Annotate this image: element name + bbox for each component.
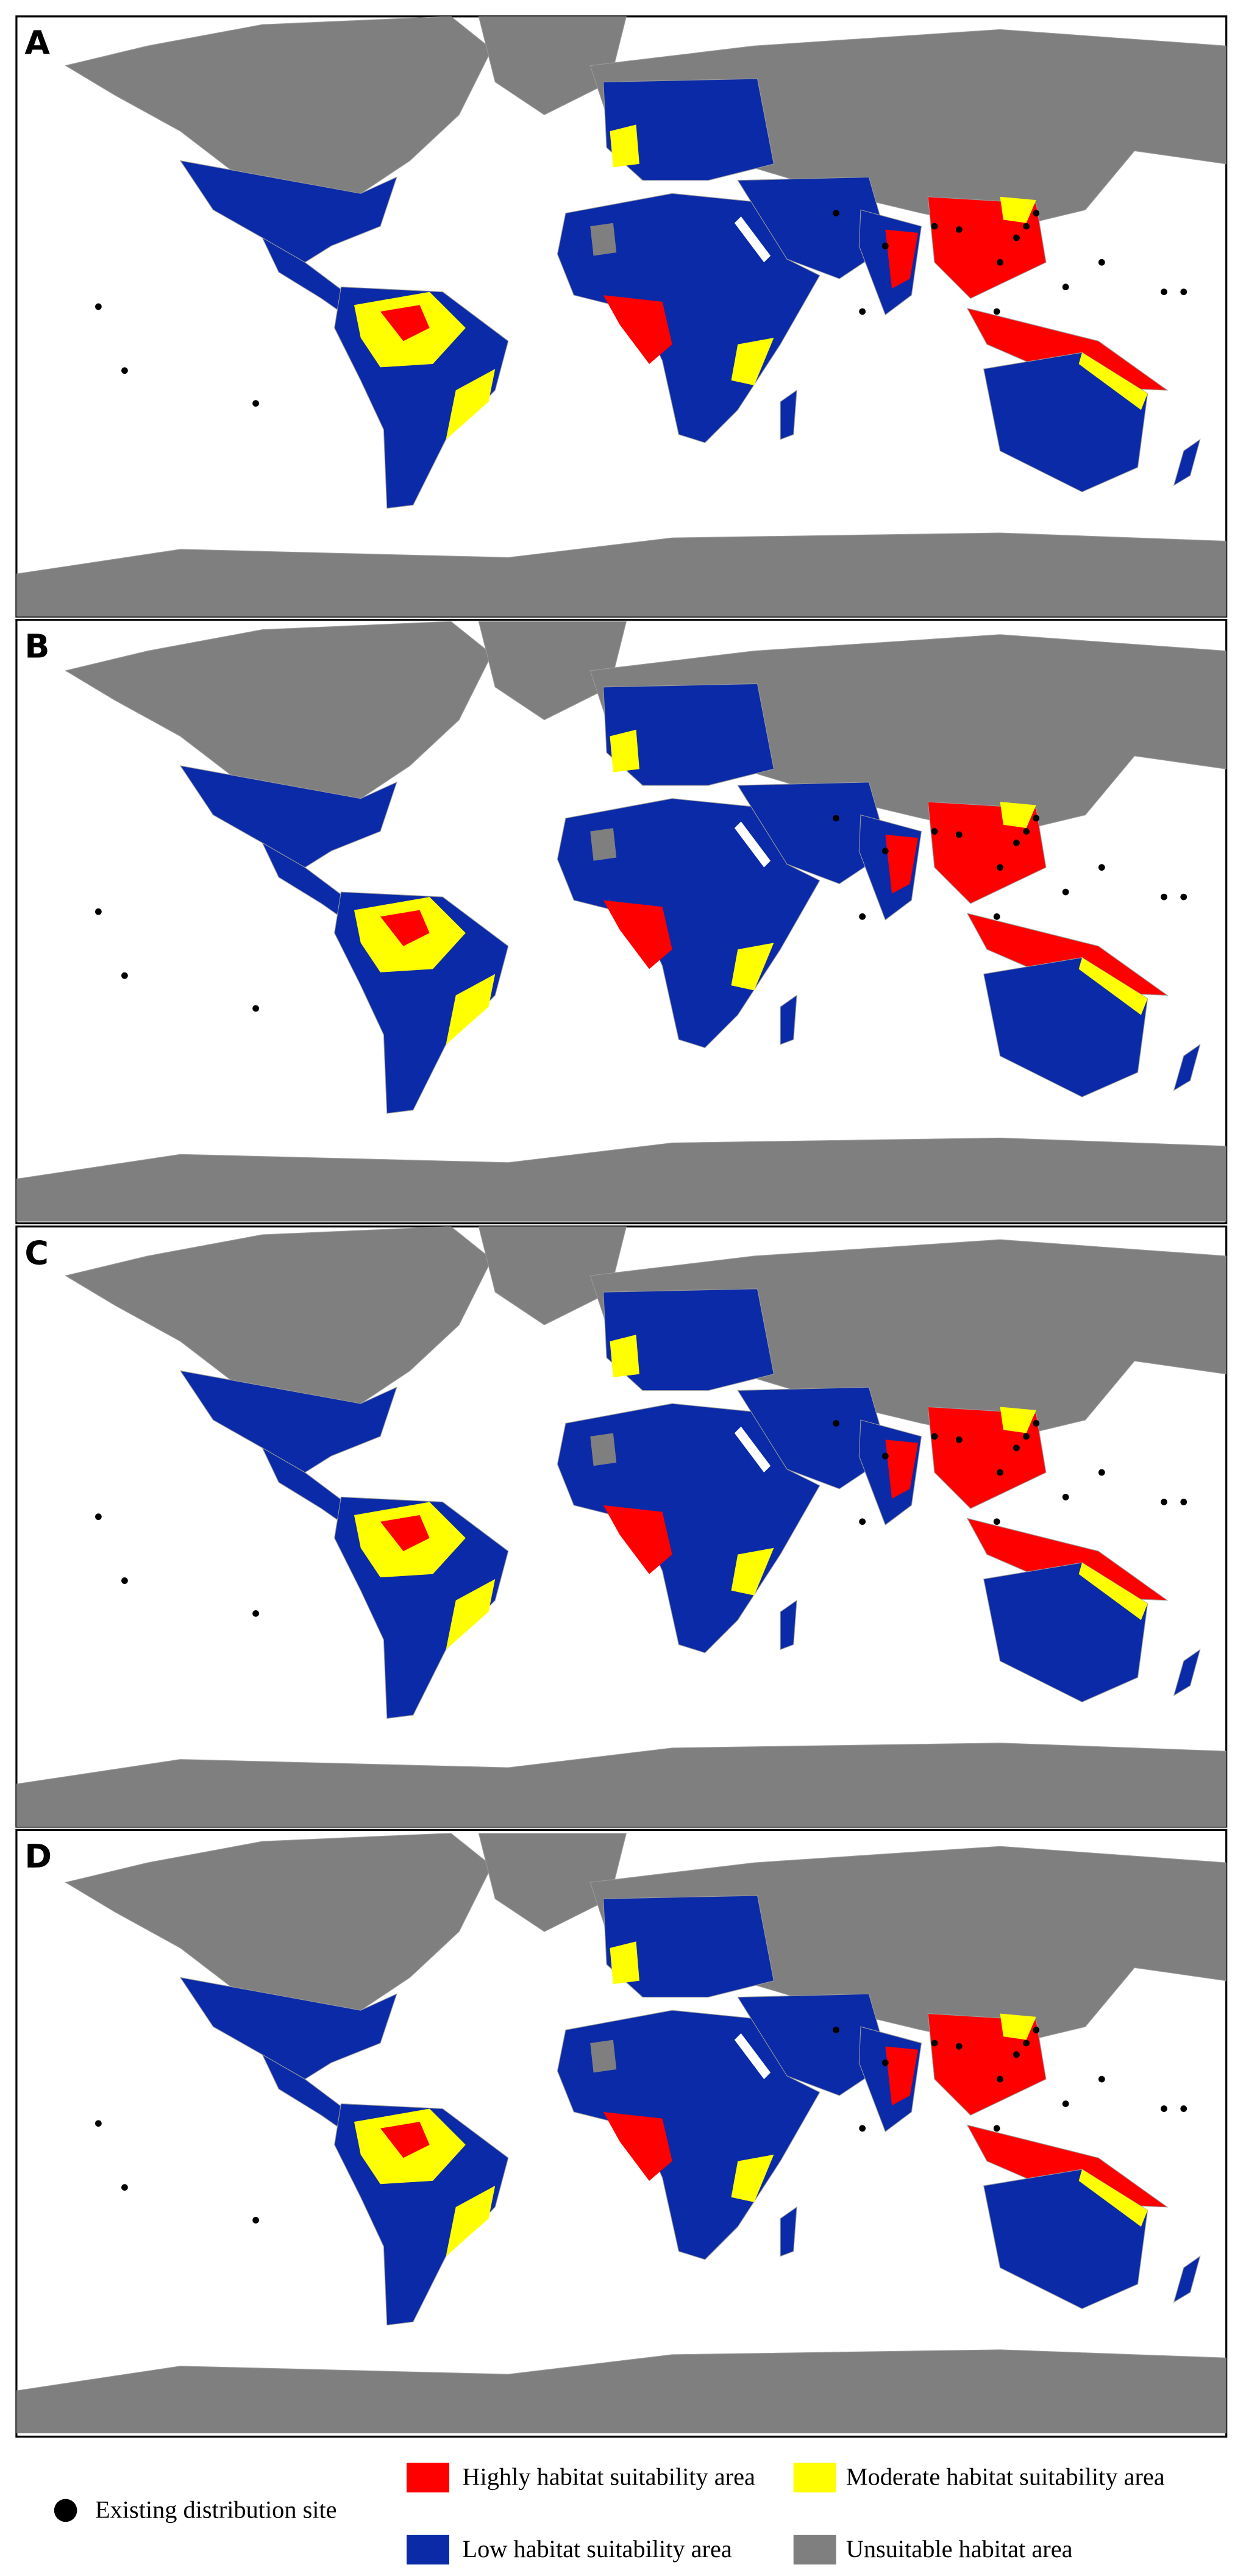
legend-label: Low habitat suitability area xyxy=(462,2535,732,2563)
panel-c: C xyxy=(15,1226,1228,1828)
panel-label: B xyxy=(24,627,49,665)
panel-label: A xyxy=(24,24,50,62)
panel-label: C xyxy=(24,1234,48,1272)
panel-label: D xyxy=(24,1837,52,1875)
panel-d: D xyxy=(15,1829,1228,2438)
legend-swatch xyxy=(407,2463,449,2492)
legend-swatch xyxy=(793,2535,836,2565)
legend: Existing distribution site Highly habita… xyxy=(54,2463,1165,2565)
legend-swatch xyxy=(407,2535,449,2565)
panel-b: B xyxy=(15,618,1228,1224)
legend-label: Existing distribution site xyxy=(95,2496,337,2523)
legend-label: Highly habitat suitability area xyxy=(462,2463,755,2491)
panel-a: A xyxy=(15,15,1228,618)
legend-label: Moderate habitat suitability area xyxy=(846,2463,1165,2491)
legend-dot xyxy=(54,2499,77,2522)
legend-swatch xyxy=(793,2463,836,2492)
legend-label: Unsuitable habitat area xyxy=(846,2535,1073,2563)
